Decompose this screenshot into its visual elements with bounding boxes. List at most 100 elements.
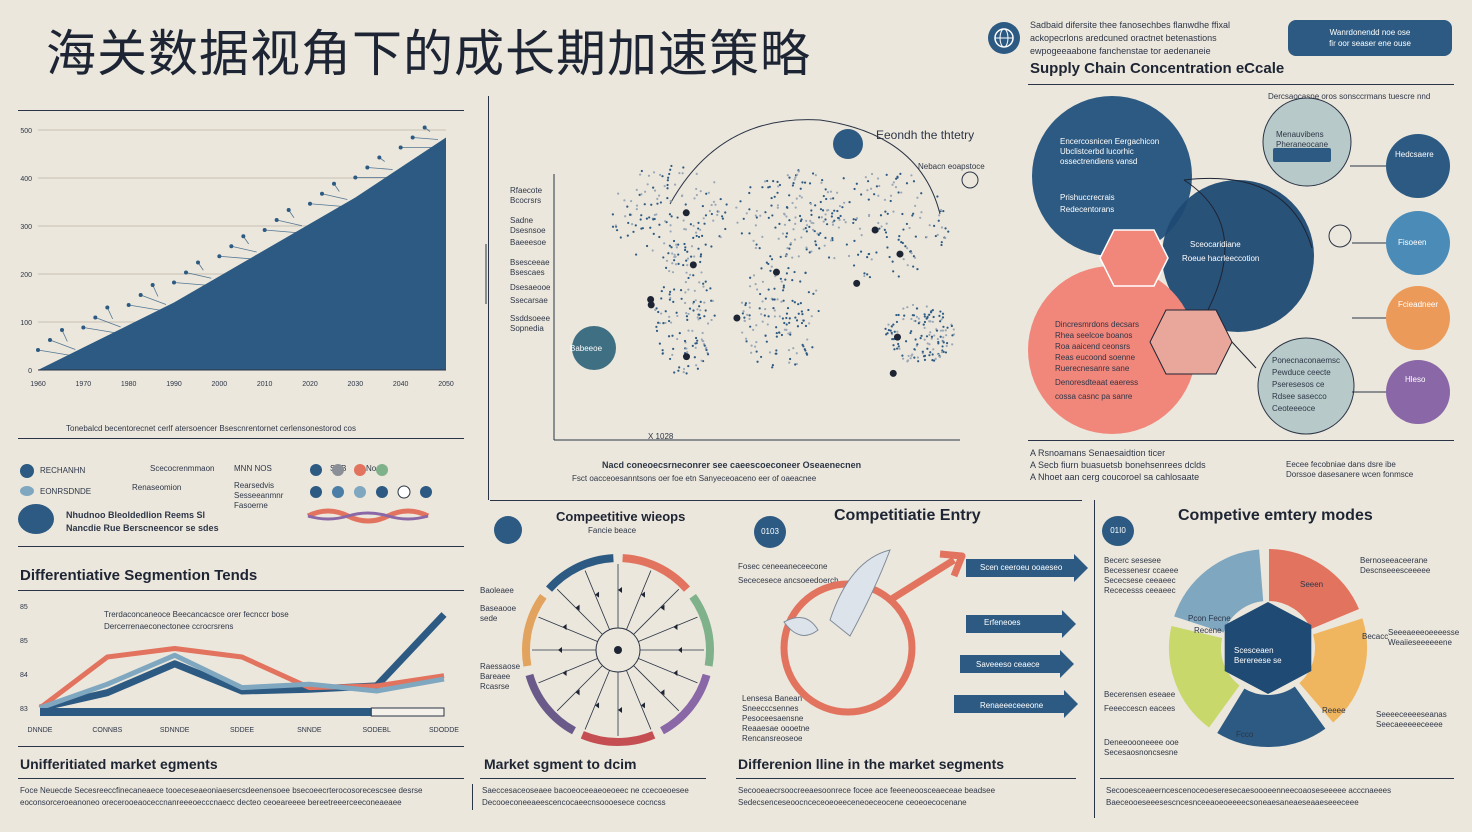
area-mesh-node (274, 218, 279, 222)
map-dot (773, 309, 776, 312)
map-dot (783, 321, 786, 325)
map-dot (672, 239, 676, 243)
bottom-text-3b: Sedecsenceseoocnceceoeoeeceneoeceocene c… (738, 798, 967, 807)
map-dot (681, 172, 684, 175)
entry-arrow-3[interactable]: Saveeeso ceaece (976, 660, 1040, 669)
map-dot (677, 243, 680, 246)
map-marker (893, 333, 901, 341)
map-dot (860, 234, 863, 237)
map-dot (659, 201, 662, 204)
map-dot (765, 340, 768, 343)
map-dot (623, 199, 626, 202)
map-dot (937, 219, 940, 222)
map-dot (788, 247, 791, 250)
map-dot (912, 180, 916, 183)
line-y-tick: 83 (20, 706, 28, 713)
map-dot (701, 339, 704, 343)
map-dot (950, 324, 953, 328)
bottom-text-2b: Decooeconeeaeescencocaeecnsoooesece cocn… (482, 798, 666, 807)
map-dot (706, 353, 710, 356)
entry-arrow-1[interactable]: Scen ceeroeu ooaeseo (980, 563, 1063, 572)
map-dot (788, 361, 791, 364)
map-dot (658, 321, 661, 325)
header-badge[interactable]: Wanrdonendd noe ose fir oor seaser ene o… (1288, 20, 1452, 56)
map-dot (895, 313, 898, 317)
map-dot (897, 345, 900, 348)
area-mesh-line (412, 137, 439, 140)
map-dot (783, 328, 786, 331)
map-dot (699, 190, 702, 193)
map-dot (769, 255, 772, 258)
line-series (39, 652, 445, 711)
highlight-disc-icon (18, 504, 54, 534)
map-dot (686, 350, 689, 354)
map-dot (710, 203, 713, 207)
map-dot (705, 289, 708, 292)
map-dot (685, 347, 688, 350)
entry-arrow-4[interactable]: Renaeeeceeeone (980, 701, 1044, 710)
map-dot (778, 222, 781, 225)
area-mesh-node (398, 145, 403, 150)
area-mesh-line (185, 272, 212, 279)
wheel-label-3: sede (480, 614, 498, 623)
supply-caption: Dercsaocaspe oros sonsccrmans tuescre nn… (1268, 92, 1431, 101)
map-dot (782, 284, 785, 287)
map-dot (740, 232, 743, 235)
map-dot (662, 286, 665, 289)
map-dot (805, 224, 809, 227)
map-dot (676, 314, 679, 318)
map-dot (906, 264, 909, 267)
legend-dot (354, 464, 366, 476)
map-dot (635, 253, 638, 256)
map-dot (686, 250, 689, 253)
map-dot (699, 253, 703, 256)
map-dot (820, 216, 823, 219)
area-y-tick: 400 (20, 176, 32, 183)
map-dot (685, 271, 688, 274)
map-dot (837, 217, 840, 220)
map-dot (648, 216, 651, 219)
map-dot (859, 250, 863, 253)
area-mesh-node (286, 208, 291, 212)
map-dot (748, 306, 751, 309)
wheel-arrowhead (660, 604, 665, 611)
map-dot (831, 237, 834, 240)
area-mesh-node (365, 165, 370, 170)
map-dot (652, 186, 655, 189)
entry-arrow (966, 554, 1088, 582)
legend-dot (376, 464, 388, 476)
map-dot (897, 238, 900, 241)
map-dot (657, 310, 660, 314)
map-dot (640, 193, 643, 196)
map-dot (804, 227, 807, 230)
area-x-tick: 2030 (348, 381, 364, 388)
entry-arrow-2[interactable]: Erfeneoes (984, 618, 1021, 627)
map-dot (799, 280, 802, 283)
map-dot (932, 315, 935, 319)
map-dot (761, 280, 765, 283)
map-dot (669, 321, 673, 324)
map-dot (775, 326, 778, 329)
map-dot (685, 315, 689, 318)
map-dot (780, 300, 783, 303)
map-dot (907, 354, 910, 358)
map-dot (801, 181, 804, 184)
map-dot (807, 308, 810, 312)
entry-arrow (966, 610, 1076, 638)
map-dot (673, 183, 677, 186)
map-dot (631, 222, 634, 226)
map-dot (702, 285, 705, 288)
legend-wave (306, 508, 430, 524)
map-dot (705, 192, 708, 195)
map-dot (923, 326, 926, 330)
map-dot (941, 316, 945, 319)
map-dot (668, 213, 672, 216)
map-dot (944, 227, 947, 230)
map-dot (883, 198, 887, 201)
map-dot (664, 321, 667, 325)
map-dot (860, 193, 863, 196)
map-dot (645, 244, 649, 248)
area-x-tick: 2040 (393, 381, 409, 388)
map-dot (786, 306, 790, 310)
map-dot (928, 224, 931, 227)
